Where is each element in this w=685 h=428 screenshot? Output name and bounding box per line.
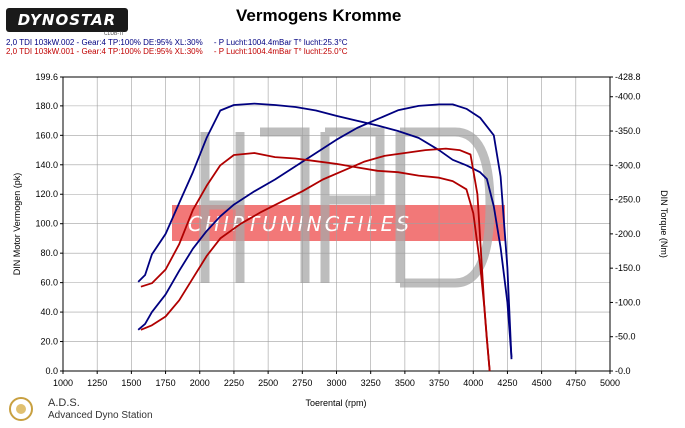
x-tick-label: 1000 — [53, 378, 73, 388]
y-tick-label: 0.0 — [45, 366, 58, 376]
run-legend-2: 2,0 TDI 103kW.001 - Gear:4 TP:100% DE:95… — [6, 47, 348, 56]
y-axis-label: DIN Motor Vermogen (pk) — [12, 173, 22, 276]
y-tick-label: 160.0 — [35, 130, 58, 140]
run-legend-1: 2,0 TDI 103kW.002 - Gear:4 TP:100% DE:95… — [6, 38, 348, 47]
y-axis-right: -0.0 -50.0 -100.0 -150.0 -200.0 -250.0 -300.0 -… — [610, 72, 641, 376]
y-tick-label: 20.0 — [40, 337, 58, 347]
x-tick-label: 4500 — [532, 378, 552, 388]
series-line-3 — [140, 147, 491, 372]
ads-footer: A.D.S. Advanced Dyno Station — [8, 396, 178, 426]
x-tick-label: 3500 — [395, 378, 415, 388]
series-group — [137, 102, 513, 372]
y2-tick-label: -400.0 — [615, 92, 641, 102]
y-tick-label: 40.0 — [40, 307, 58, 317]
y2-tick-label: -50.0 — [615, 332, 636, 342]
x-tick-label: 1750 — [156, 378, 176, 388]
x-tick-label: 2000 — [190, 378, 210, 388]
x-tick-label: 3000 — [326, 378, 346, 388]
x-tick-label: 5000 — [600, 378, 620, 388]
y-tick-label: 180.0 — [35, 101, 58, 111]
y-tick-label: 140.0 — [35, 160, 58, 170]
series-line-1 — [137, 103, 513, 360]
y2-tick-label: -100.0 — [615, 297, 641, 307]
x-tick-label: 4000 — [463, 378, 483, 388]
x-tick-label: 3250 — [361, 378, 381, 388]
logo-text: DYNOSTAR — [17, 11, 117, 29]
y2-tick-label: -428.8 — [615, 72, 641, 82]
x-tick-label: 1250 — [87, 378, 107, 388]
y-tick-label: 60.0 — [40, 278, 58, 288]
y2-tick-label: -200.0 — [615, 229, 641, 239]
y-tick-label: 80.0 — [40, 248, 58, 258]
x-tick-label: 3750 — [429, 378, 449, 388]
x-axis: 1000 1250 1500 1750 2000 2250 2500 2750 3000 3250… — [53, 371, 620, 388]
series-line-2 — [137, 102, 513, 358]
y2-tick-label: -150.0 — [615, 263, 641, 273]
y2-tick-label: -350.0 — [615, 126, 641, 136]
y-tick-label: 100.0 — [35, 219, 58, 229]
x-axis-label: Toerental (rpm) — [305, 398, 366, 408]
y2-tick-label: -0.0 — [615, 366, 631, 376]
ads-logo-icon — [9, 397, 33, 421]
dynostar-logo: DYNOSTAR — [6, 8, 128, 32]
y2-axis-label: DIN Torque (Nm) — [659, 190, 669, 258]
x-tick-label: 2750 — [292, 378, 312, 388]
y2-tick-label: -300.0 — [615, 160, 641, 170]
x-tick-label: 1500 — [121, 378, 141, 388]
grid — [63, 77, 610, 371]
series-line-4 — [140, 152, 491, 372]
x-tick-label: 2250 — [224, 378, 244, 388]
y-tick-label: 120.0 — [35, 189, 58, 199]
logo-subtext: CLUB-TI — [104, 31, 124, 37]
x-tick-label: 2500 — [258, 378, 278, 388]
y-tick-label: 199.6 — [35, 72, 58, 82]
y2-tick-label: -250.0 — [615, 195, 641, 205]
footer-name: A.D.S. — [48, 397, 80, 409]
y-axis-left: 0.0 20.0 40.0 60.0 80.0 100.0 120.0 140.0 160.0 1… — [35, 72, 63, 376]
x-tick-label: 4250 — [497, 378, 517, 388]
watermark: CHIPTUNINGFILES — [172, 127, 505, 288]
x-tick-label: 4750 — [566, 378, 586, 388]
chart-title: Vermogens Kromme — [236, 6, 402, 25]
watermark-letters — [200, 127, 495, 288]
footer-subtitle: Advanced Dyno Station — [48, 410, 153, 421]
